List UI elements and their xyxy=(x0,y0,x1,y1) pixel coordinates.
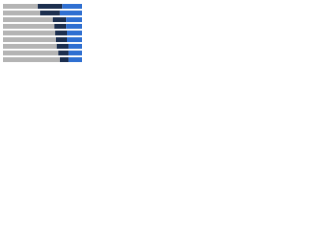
bar-segment xyxy=(59,10,82,16)
bar-segment xyxy=(55,30,67,36)
bar-segment xyxy=(37,3,63,9)
chart xyxy=(3,3,82,63)
bar-segment xyxy=(66,30,82,36)
bar-segment xyxy=(3,30,56,36)
bar-segment xyxy=(55,37,67,43)
bar-segment xyxy=(3,23,55,29)
bar-segment xyxy=(3,43,57,49)
bar-segment xyxy=(59,57,69,63)
bar-segment xyxy=(56,43,69,49)
bar-segment xyxy=(66,23,82,29)
bar-segment xyxy=(68,50,82,56)
bar-segment xyxy=(66,37,82,43)
bar-segment xyxy=(68,43,82,49)
bar-segment xyxy=(66,17,82,23)
bar-segment xyxy=(54,23,67,29)
bar-segment xyxy=(40,10,60,16)
bar-segment xyxy=(3,50,59,56)
bar-segment xyxy=(58,50,69,56)
bar-segment xyxy=(52,17,67,23)
bar-segment xyxy=(62,3,82,9)
bar-segment xyxy=(3,10,41,16)
bar-segment xyxy=(3,17,53,23)
bar-segment xyxy=(3,3,38,9)
bar-segment xyxy=(3,37,56,43)
bar-segment xyxy=(68,57,82,63)
bar-segment xyxy=(3,57,60,63)
